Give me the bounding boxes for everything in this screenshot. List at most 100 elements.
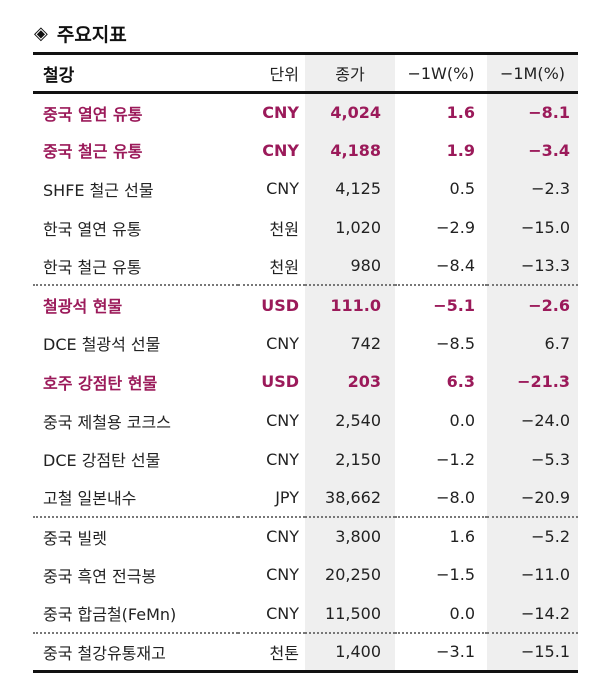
row-unit: CNY (266, 333, 299, 353)
row-name: 호주 강점탄 현물 (43, 373, 158, 393)
table-row: 고철 일본내수 JPY 38,662 −8.0 −20.9 (33, 478, 578, 518)
table-row: DCE 철광석 선물 CNY 742 −8.5 6.7 (33, 324, 578, 363)
row-name: 한국 철근 유통 (43, 257, 142, 277)
row-unit: CNY (262, 140, 299, 160)
row-1w: −5.1 (395, 284, 487, 325)
table-row: SHFE 철근 선물 CNY 4,125 0.5 −2.3 (33, 169, 578, 209)
row-1m: −8.1 (487, 92, 578, 132)
row-name: 중국 제철용 코크스 (43, 412, 171, 432)
row-name: 중국 열연 유통 (43, 104, 143, 124)
table-row: 중국 빌렛 CNY 3,800 1.6 −5.2 (33, 516, 578, 556)
table-row: 중국 제철용 코크스 CNY 2,540 0.0 −24.0 (33, 401, 578, 440)
table-row: 중국 흑연 전극봉 CNY 20,250 −1.5 −11.0 (33, 555, 578, 595)
row-unit: 천톤 (238, 631, 305, 673)
table-row: 중국 철근 유통 CNY 4,188 1.9 −3.4 (33, 131, 578, 170)
row-close: 3,800 (305, 516, 395, 556)
row-close: 4,024 (305, 92, 395, 132)
section-title-text: 주요지표 (56, 24, 127, 46)
row-name: SHFE 철근 선물 (43, 180, 154, 200)
row-1w: 0.5 (449, 179, 475, 199)
row-close: 4,188 (305, 131, 395, 170)
row-close: 38,662 (305, 478, 395, 518)
row-1w: 1.9 (446, 140, 475, 160)
row-close: 742 (305, 324, 395, 363)
row-close: 980 (305, 246, 395, 286)
table-header-row: 철강 단위 종가 −1W(%) −1M(%) (33, 53, 578, 93)
row-unit: CNY (266, 565, 299, 585)
table-row: 한국 철근 유통 천원 980 −8.4 −13.3 (33, 246, 578, 286)
header-1m: −1M(%) (487, 53, 578, 93)
row-name: 중국 철강유통재고 (33, 631, 238, 673)
row-1m: −15.0 (487, 208, 578, 247)
row-1m: −15.1 (487, 631, 578, 673)
table-row: 철광석 현물 USD 111.0 −5.1 −2.6 (33, 284, 578, 325)
row-close: 4,125 (305, 169, 395, 209)
header-unit: 단위 (269, 65, 299, 84)
row-unit: CNY (266, 449, 299, 469)
row-name: 한국 열연 유통 (43, 219, 142, 239)
table-row: DCE 강점탄 선물 CNY 2,150 −1.2 −5.3 (33, 439, 578, 479)
row-1w: 6.3 (446, 372, 475, 392)
row-1m: −5.2 (487, 516, 578, 556)
row-close: 11,500 (305, 594, 395, 633)
row-name: DCE 철광석 선물 (43, 335, 161, 355)
row-1m: 6.7 (487, 324, 578, 363)
row-unit: 천원 (269, 257, 299, 277)
row-close: 111.0 (305, 284, 395, 325)
row-unit: CNY (238, 516, 305, 556)
row-1m: −13.3 (487, 246, 578, 286)
row-name: 중국 빌렛 (33, 516, 238, 556)
row-name: 중국 흑연 전극봉 (43, 566, 157, 586)
row-unit: CNY (266, 179, 299, 199)
header-close: 종가 (305, 53, 395, 93)
row-1m: −5.3 (487, 439, 578, 479)
row-unit: USD (238, 284, 305, 325)
row-name: 고철 일본내수 (43, 489, 137, 509)
header-1w: −1W(%) (407, 63, 475, 83)
row-1w: −8.0 (436, 487, 475, 507)
row-unit: CNY (266, 603, 299, 623)
row-unit: USD (261, 372, 299, 392)
row-1w: 0.0 (449, 411, 475, 431)
row-1w: −1.5 (436, 565, 475, 585)
table-row: 중국 합금철(FeMn) CNY 11,500 0.0 −14.2 (33, 594, 578, 633)
row-close: 203 (305, 362, 395, 402)
section-title: ◈ 주요지표 (34, 20, 127, 47)
row-unit: JPY (275, 487, 299, 507)
row-1w: 1.6 (446, 103, 475, 123)
row-1w: 1.6 (395, 516, 487, 556)
row-close: 20,250 (305, 555, 395, 595)
diamond-bullet-icon: ◈ (34, 23, 48, 44)
header-category: 철강 (43, 65, 75, 86)
row-1w: −8.4 (436, 256, 475, 276)
row-1m: −24.0 (487, 401, 578, 440)
row-1m: −2.3 (487, 169, 578, 209)
row-unit: CNY (262, 103, 299, 123)
row-1m: −11.0 (487, 555, 578, 595)
row-1m: −2.6 (487, 284, 578, 325)
row-unit: 천원 (269, 219, 299, 239)
row-1w: 0.0 (449, 603, 475, 623)
row-name: DCE 강점탄 선물 (43, 451, 161, 471)
row-name: 중국 철근 유통 (43, 142, 143, 162)
row-1w: −8.5 (436, 333, 475, 353)
row-close: 1,020 (305, 208, 395, 247)
table-row: 호주 강점탄 현물 USD 203 6.3 −21.3 (33, 362, 578, 402)
row-unit: CNY (266, 411, 299, 431)
row-close: 1,400 (305, 631, 395, 673)
table-row: 중국 철강유통재고 천톤 1,400 −3.1 −15.1 (33, 631, 578, 673)
row-name: 중국 합금철(FeMn) (43, 605, 177, 625)
row-close: 2,150 (305, 439, 395, 479)
row-1w: −2.9 (436, 218, 475, 238)
key-indicators-table: 철강 단위 종가 −1W(%) −1M(%) 중국 열연 유통 CNY 4,024 1… (33, 52, 578, 673)
row-1m: −14.2 (487, 594, 578, 633)
row-close: 2,540 (305, 401, 395, 440)
table-row: 한국 열연 유통 천원 1,020 −2.9 −15.0 (33, 208, 578, 247)
row-1w: −1.2 (436, 449, 475, 469)
row-1w: −3.1 (395, 631, 487, 673)
row-1m: −3.4 (487, 131, 578, 170)
row-1m: −21.3 (487, 362, 578, 402)
table-row: 중국 열연 유통 CNY 4,024 1.6 −8.1 (33, 92, 578, 132)
row-name: 철광석 현물 (33, 284, 238, 325)
row-1m: −20.9 (487, 478, 578, 518)
